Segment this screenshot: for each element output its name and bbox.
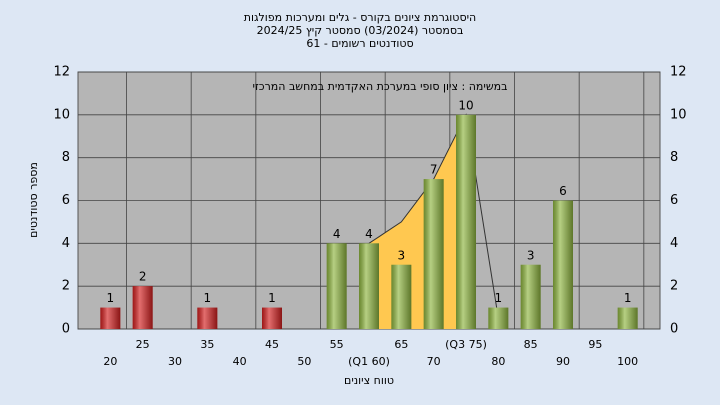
value-label: 1 [268, 291, 276, 305]
bar-shade [262, 307, 282, 329]
value-label: 7 [430, 163, 438, 177]
bar-shade [132, 286, 153, 329]
value-label: 1 [107, 291, 115, 305]
x-tick-label: 65 [394, 338, 408, 351]
y-tick-label: 12 [670, 65, 687, 80]
bar-shade [326, 243, 347, 329]
bar-shade [488, 307, 509, 329]
x-tick-label: 35 [200, 338, 214, 351]
y-tick-label: 10 [53, 107, 70, 122]
chart-title: היסטוגרמת ציונים בקורס - גלים ומערכות מפ… [244, 11, 476, 24]
x-tick-label: (Q3 75) [445, 338, 487, 351]
bar-shade [553, 200, 573, 329]
y-tick-label: 8 [62, 150, 70, 165]
value-label: 1 [204, 291, 212, 305]
value-label: 4 [365, 227, 373, 241]
bar-shade [391, 264, 412, 329]
bar-shade [617, 307, 638, 329]
y-tick-label: 2 [670, 279, 678, 294]
bar-shade [423, 179, 444, 329]
bar-shade [520, 264, 541, 329]
value-label: 1 [624, 291, 632, 305]
x-tick-label: 20 [103, 355, 117, 368]
x-tick-label: 70 [427, 355, 441, 368]
x-tick-label: 90 [556, 355, 570, 368]
chart-subtitle: בסמסטר (03/2024) סמסטר קיץ 2024/25 [257, 24, 464, 37]
y-tick-label: 6 [670, 193, 678, 208]
bar-shade [456, 114, 476, 329]
value-label: 3 [398, 248, 406, 262]
x-tick-label: 30 [168, 355, 182, 368]
y-tick-label: 4 [62, 236, 70, 251]
x-tick-label: 95 [588, 338, 602, 351]
y-tick-label: 0 [670, 322, 678, 337]
bar-shade [197, 307, 218, 329]
x-tick-label: 85 [524, 338, 538, 351]
value-label: 1 [495, 291, 503, 305]
x-tick-label: 25 [136, 338, 150, 351]
chart-subtitle: סטודנטים רשומים - 61 [306, 37, 413, 50]
y-tick-label: 8 [670, 150, 678, 165]
bar-shade [359, 243, 379, 329]
y-tick-label: 2 [62, 279, 70, 294]
x-tick-label: 100 [617, 355, 638, 368]
value-label: 4 [333, 227, 341, 241]
x-tick-label: 40 [233, 355, 247, 368]
x-tick-label: 80 [491, 355, 505, 368]
x-tick-label: 50 [297, 355, 311, 368]
value-label: 10 [458, 98, 473, 112]
y-tick-label: 10 [670, 107, 687, 122]
value-label: 6 [559, 184, 567, 198]
annotation: במשימה : ציון סופי במערכת האקדמית במחשב … [253, 80, 508, 93]
x-axis-title: טווח ציונים [344, 374, 394, 387]
value-label: 2 [139, 270, 147, 284]
highlight-line [368, 113, 499, 319]
y-axis-title: מספר סטודנטים [27, 162, 40, 238]
x-tick-label: (Q1 60) [348, 355, 390, 368]
x-tick-label: 45 [265, 338, 279, 351]
bar-shade [100, 307, 121, 329]
y-tick-label: 0 [62, 322, 70, 337]
y-tick-label: 6 [62, 193, 70, 208]
value-label: 3 [527, 248, 535, 262]
x-tick-label: 55 [330, 338, 344, 351]
y-tick-label: 12 [53, 65, 70, 80]
y-tick-label: 4 [670, 236, 678, 251]
